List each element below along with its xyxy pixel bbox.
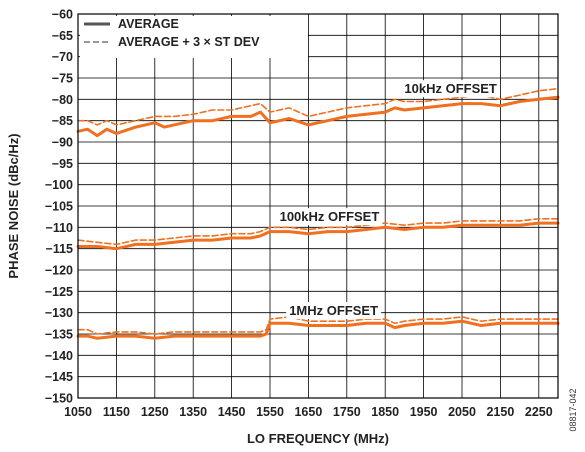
legend-box	[80, 16, 308, 58]
legend-label-average: AVERAGE	[118, 17, 179, 31]
y-tick-labels: −150 −145 −140 −135 −130 −125 −120 −115 −110 −105…	[45, 8, 73, 406]
y-tick-label: −95	[52, 157, 73, 171]
legend: AVERAGE AVERAGE + 3 × ST DEV	[80, 16, 308, 58]
y-tick-label: −120	[45, 264, 73, 278]
annotation-100khz-offset: 100kHz OFFSET	[280, 209, 380, 224]
figure-id: 08817-042	[568, 388, 578, 431]
y-tick-label: −80	[52, 93, 73, 107]
y-tick-label: −125	[45, 285, 73, 299]
x-tick-label: 2050	[448, 405, 476, 419]
y-tick-label: −150	[45, 392, 73, 406]
x-tick-labels: 1050 1150 1250 1350 1450 1550 1650 1750 1850 1950…	[64, 405, 553, 419]
annotation-bg-10khz	[401, 80, 500, 98]
series-line-2	[76, 221, 560, 251]
series-line-4	[76, 319, 560, 340]
y-tick-label: −105	[45, 200, 73, 214]
y-tick-label: −140	[45, 349, 73, 363]
x-tick-label: 1550	[256, 405, 284, 419]
y-tick-label: −85	[52, 114, 73, 128]
series-line-0	[76, 95, 560, 138]
x-tick-label: 1150	[103, 405, 130, 419]
x-tick-label: 1750	[333, 405, 361, 419]
y-tick-label: −100	[45, 178, 73, 192]
x-tick-label: 1950	[410, 405, 438, 419]
y-tick-label: −110	[46, 221, 74, 235]
x-tick-label: 1350	[179, 405, 207, 419]
annotations: 10kHz OFFSET 100kHz OFFSET 1MHz OFFSET	[276, 80, 500, 320]
y-tick-label: −60	[52, 8, 73, 22]
annotation-10khz-offset: 10kHz OFFSET	[404, 81, 497, 96]
annotation-bg-100khz	[276, 208, 383, 226]
x-axis-label: LO FREQUENCY (MHz)	[247, 431, 389, 446]
x-tick-label: 1050	[64, 405, 92, 419]
y-tick-label: −90	[52, 136, 73, 150]
y-tick-label: −75	[52, 72, 73, 86]
x-tick-label: 1450	[218, 405, 246, 419]
x-tick-label: 1650	[294, 405, 322, 419]
y-axis-label: PHASE NOISE (dBc/Hz)	[6, 133, 21, 278]
series-layer	[76, 87, 560, 340]
series-line-5	[77, 316, 559, 335]
y-tick-label: −70	[52, 50, 73, 64]
y-tick-label: −65	[52, 29, 73, 43]
grid	[77, 13, 558, 399]
y-tick-label: −145	[45, 370, 73, 384]
series-line-3	[77, 218, 559, 246]
y-tick-label: −115	[46, 242, 74, 256]
annotation-1mhz-offset: 1MHz OFFSET	[289, 303, 378, 318]
y-tick-label: −135	[45, 328, 73, 342]
x-tick-label: 2250	[525, 405, 553, 419]
y-tick-label: −130	[45, 306, 73, 320]
x-tick-label: 2150	[486, 405, 514, 419]
legend-label-average-3-stdev: AVERAGE + 3 × ST DEV	[118, 35, 260, 49]
annotation-bg-1mhz	[286, 302, 382, 320]
x-tick-label: 1850	[371, 405, 399, 419]
x-tick-label: 1250	[141, 405, 169, 419]
plot-frame	[77, 13, 559, 399]
